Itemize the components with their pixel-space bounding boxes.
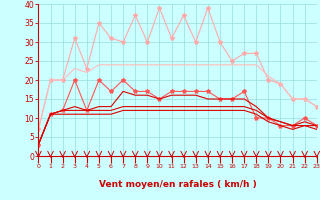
X-axis label: Vent moyen/en rafales ( km/h ): Vent moyen/en rafales ( km/h ) bbox=[99, 180, 256, 189]
